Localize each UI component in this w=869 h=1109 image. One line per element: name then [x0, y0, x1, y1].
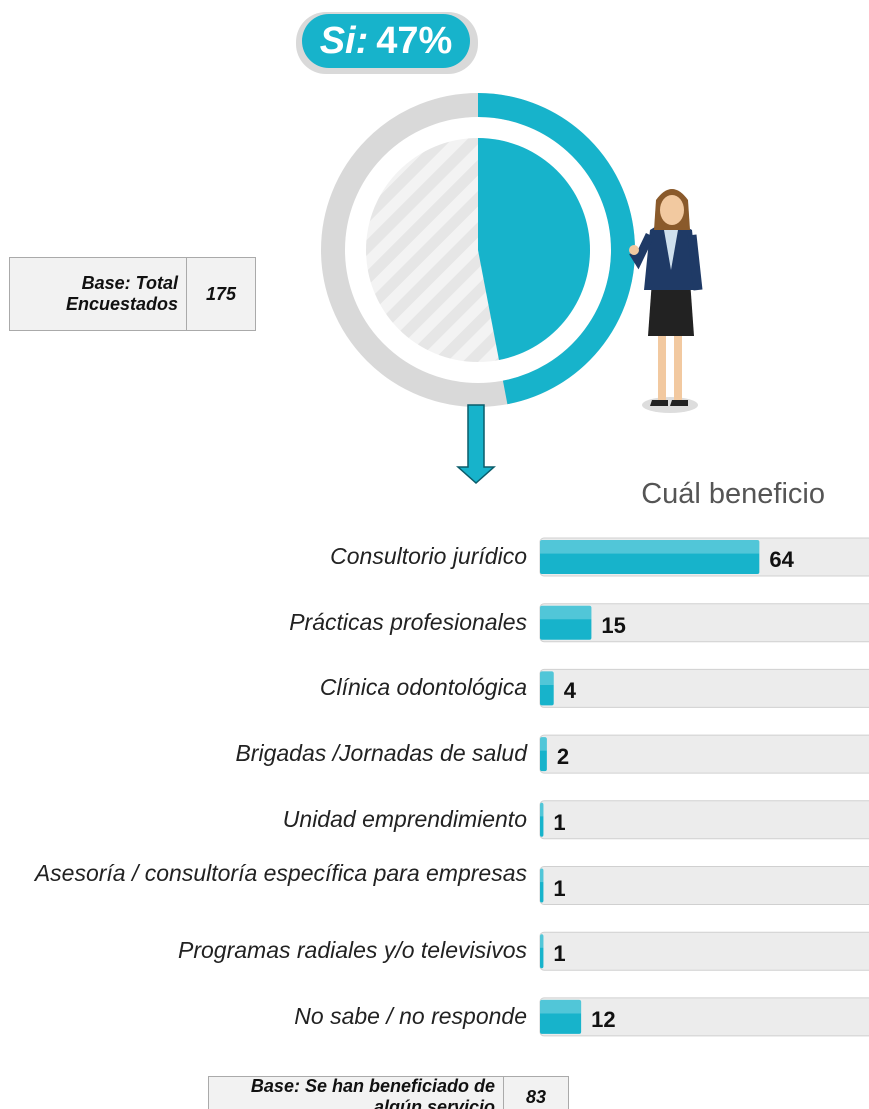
category-label: No sabe / no responde [294, 1002, 527, 1029]
category-label: Consultorio jurídico [330, 543, 527, 569]
base-value: 83 [525, 1086, 547, 1107]
bar [540, 605, 592, 640]
bar [540, 540, 760, 574]
bar-highlight [540, 934, 544, 948]
value-label: 1 [553, 809, 566, 835]
bar [540, 999, 582, 1034]
category-label: Clínica odontológica [319, 674, 527, 701]
woman [629, 189, 703, 413]
value-label: 64 [769, 547, 794, 572]
base-label: Base: Se han beneficiado de algún servic… [209, 1076, 504, 1109]
category-label: Programas radiales y/o televisivos [178, 937, 527, 964]
bar-track [539, 866, 869, 905]
bar-track [539, 931, 869, 971]
bar-track [539, 668, 869, 708]
bar-highlight [540, 671, 554, 685]
bar [540, 934, 544, 969]
ring-arc [477, 93, 635, 405]
value-label: 15 [601, 612, 626, 638]
value-label: 1 [553, 941, 566, 967]
bar-highlight [540, 605, 592, 620]
category-label: Brigadas /Jornadas de salud [235, 740, 527, 767]
value-label: 1 [553, 875, 566, 901]
value-label: 12 [591, 1006, 616, 1032]
bar [540, 868, 544, 903]
base-value: 175 [205, 283, 237, 304]
bar-track [539, 800, 869, 840]
bar-track [539, 997, 869, 1037]
bar-track [539, 734, 869, 774]
value-label: 4 [563, 678, 576, 704]
bar [540, 802, 544, 837]
bubble-text: Si: 47% [320, 20, 453, 62]
value-label: 2 [556, 744, 570, 770]
category-label: Asesoría / consultoría específica para e… [34, 859, 527, 886]
chart-title: Cuál beneficio [641, 478, 825, 510]
bar-highlight [540, 999, 582, 1014]
base-box: Base: Se han beneficiado de algún servic… [208, 1076, 569, 1109]
base-label: Base: Total Encuestados [10, 258, 187, 330]
bar-highlight [540, 868, 544, 883]
bubble [302, 14, 470, 68]
bar-highlight [540, 540, 760, 554]
base-box: Base: Total Encuestados 175 [9, 257, 256, 331]
category-label: Prácticas profesionales [289, 608, 527, 635]
pie-slice [478, 138, 591, 361]
bar-highlight [540, 802, 544, 817]
bar-highlight [540, 737, 547, 751]
bar [540, 671, 554, 706]
arrow [456, 404, 496, 485]
bar [540, 737, 547, 772]
category-label: Unidad emprendimiento [282, 805, 527, 832]
